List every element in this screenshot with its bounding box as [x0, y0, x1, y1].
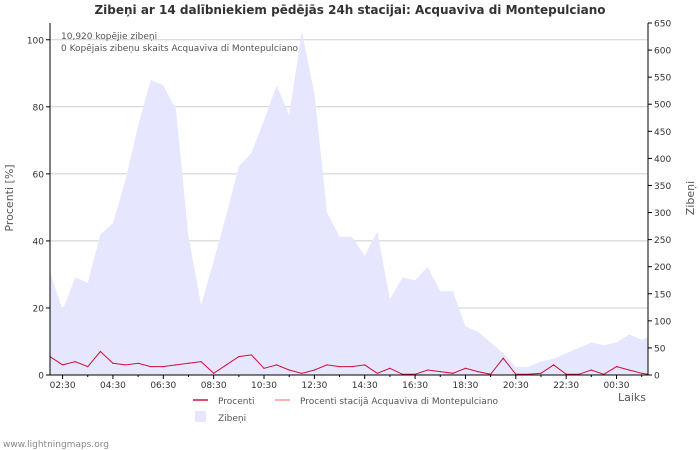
- y-right-tick-label: 250: [654, 236, 671, 246]
- percent-point: [464, 367, 467, 369]
- percent-point: [477, 371, 479, 373]
- y-right-tick-label: 400: [654, 155, 671, 165]
- legend-label-station-percent: Procenti stacijā Acquaviva di Montepulci…: [300, 397, 499, 407]
- y-left-tick-label: 80: [33, 103, 45, 113]
- y-right-tick-label: 500: [654, 101, 671, 111]
- station-strikes-annotation: 0 Kopējais zibeņu skaits Acquaviva di Mo…: [61, 44, 299, 54]
- y-right-tick-label: 50: [654, 344, 666, 354]
- percent-point: [641, 372, 643, 374]
- percent-point: [112, 362, 114, 364]
- legend: Procenti Procenti stacijā Acquaviva di M…: [193, 397, 499, 424]
- lightning-area-layer: [50, 31, 648, 375]
- percent-point: [87, 366, 89, 368]
- x-axis-label: Laiks: [618, 391, 646, 404]
- percent-point: [288, 369, 290, 371]
- x-tick-label: 16:30: [402, 381, 428, 391]
- series-strikes-area: [50, 31, 648, 375]
- percent-point: [175, 364, 177, 366]
- percent-point: [502, 357, 504, 359]
- x-tick-label: 04:30: [100, 381, 126, 391]
- percent-point: [553, 364, 555, 366]
- percent-point: [439, 371, 441, 373]
- x-tick-label: 14:30: [352, 381, 378, 391]
- x-tick-label: 12:30: [301, 381, 327, 391]
- percent-point: [124, 364, 127, 366]
- y-right-tick-label: 350: [654, 182, 671, 192]
- percent-point: [62, 364, 64, 366]
- y-right-tick-label: 100: [654, 317, 671, 327]
- percent-point: [301, 372, 303, 374]
- y-left-tick-label: 60: [33, 170, 45, 180]
- percent-point: [276, 364, 278, 366]
- y-right-tick-label: 200: [654, 263, 671, 273]
- y-right-tick-label: 450: [654, 128, 671, 138]
- percent-point: [351, 366, 353, 368]
- x-tick-label: 22:30: [553, 381, 579, 391]
- percent-point: [99, 350, 101, 353]
- y-right-tick-label: 550: [654, 74, 671, 84]
- y-left-tick-label: 100: [27, 36, 44, 46]
- legend-swatch-strikes: [195, 411, 206, 422]
- percent-point: [376, 372, 378, 374]
- percent-point: [313, 369, 315, 371]
- watermark: www.lightningmaps.org: [3, 440, 109, 450]
- y-left-tick-label: 40: [33, 237, 45, 247]
- percent-point: [628, 369, 630, 371]
- percent-point: [225, 364, 227, 366]
- percent-point: [162, 366, 164, 368]
- percent-point: [187, 362, 190, 364]
- legend-label-strikes: Zibeņi: [218, 414, 246, 424]
- x-tick-label: 06:30: [150, 381, 176, 391]
- y-right-label: Zibeņi: [684, 181, 697, 215]
- legend-label-percent: Procenti: [218, 397, 255, 407]
- percent-point: [238, 356, 240, 358]
- axes: 0 20 40 60 80 100 0 50 100 150 200 250 300 350 400 450 5…: [27, 20, 672, 392]
- x-tick-label: 00:30: [604, 381, 630, 391]
- percent-point: [590, 369, 592, 371]
- percent-point: [74, 361, 76, 363]
- x-tick-label: 10:30: [251, 381, 277, 391]
- y-right-tick-label: 600: [654, 47, 671, 57]
- percent-point: [200, 361, 202, 363]
- y-right-tick-label: 0: [654, 372, 660, 382]
- x-tick-label: 18:30: [452, 381, 478, 391]
- percent-point: [452, 372, 454, 374]
- percent-point: [150, 366, 152, 368]
- y-left-label: Procenti [%]: [3, 164, 16, 231]
- percent-point: [213, 372, 215, 374]
- y-right-tick-label: 650: [654, 20, 671, 30]
- y-right-tick-label: 150: [654, 290, 671, 300]
- y-left-tick-label: 0: [38, 372, 44, 382]
- y-right-tick-label: 300: [654, 209, 671, 219]
- percent-point: [263, 367, 265, 369]
- percent-point: [137, 362, 139, 364]
- percent-point: [540, 372, 542, 374]
- x-tick-label: 20:30: [503, 381, 529, 391]
- x-tick-label: 08:30: [201, 381, 227, 391]
- y-left-tick-label: 20: [33, 304, 45, 314]
- percent-point: [364, 364, 366, 366]
- percent-point: [326, 364, 328, 366]
- percent-point: [339, 366, 341, 368]
- total-strikes-annotation: 10,920 kopējie zibeņi: [61, 32, 157, 42]
- percent-point: [427, 369, 429, 371]
- percent-point: [250, 354, 252, 356]
- chart-title: Zibeņi ar 14 dalībniekiem pēdējās 24h st…: [94, 3, 605, 17]
- percent-point: [615, 366, 618, 368]
- x-tick-label: 02:30: [50, 381, 76, 391]
- percent-point: [389, 367, 391, 369]
